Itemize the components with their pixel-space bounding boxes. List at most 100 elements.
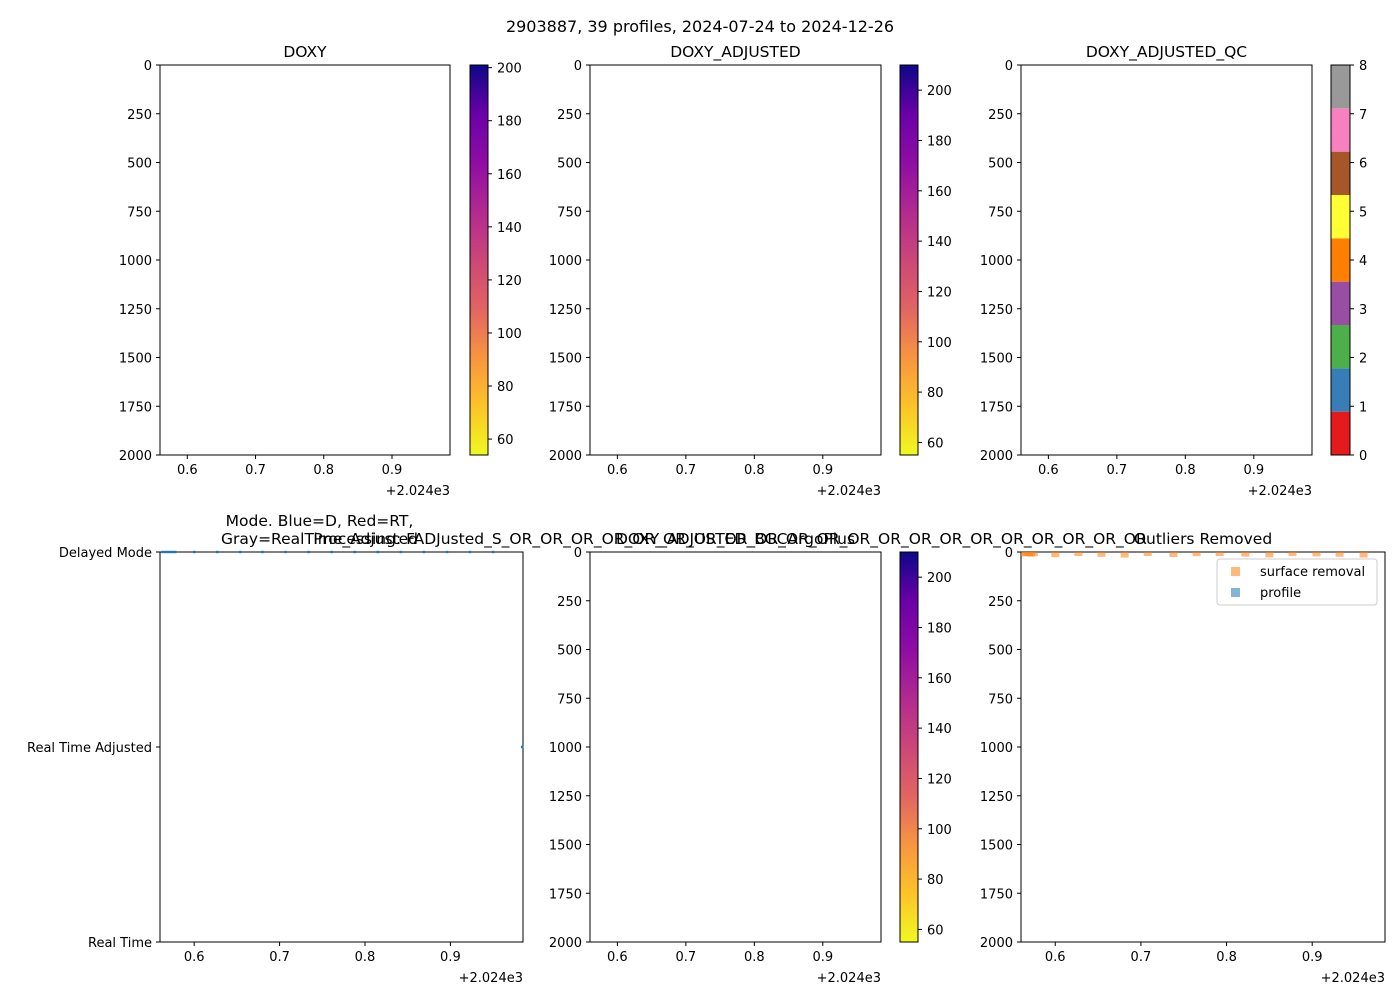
doxy-adjusted-bgcargoplus-title: DOXY_ADJUSTED_BGCArgoPlus: [616, 530, 855, 549]
doxy-adjusted-bgcargoplus-colorbar-tick-label: 60: [927, 923, 944, 938]
mode-point: [216, 550, 219, 554]
doxy-adjusted-qc-y-tick-label: 250: [988, 108, 1013, 123]
doxy-colorbar-gradient: [470, 65, 488, 455]
doxy-adjusted-qc-y-tick-label: 1250: [980, 303, 1013, 318]
doxy-adjusted-y-tick-label: 500: [557, 157, 582, 172]
doxy-adjusted-bgcargoplus-x-tick-label: 0.6: [607, 950, 628, 965]
doxy-adjusted-colorbar-tick-label: 100: [927, 336, 952, 351]
doxy-colorbar-tick-label: 120: [497, 274, 522, 289]
doxy-adjusted-qc-colorbar-swatch: [1331, 411, 1350, 455]
doxy-x-tick-label: 0.7: [245, 463, 266, 478]
doxy-adjusted-qc-colorbar-swatch: [1331, 281, 1350, 325]
outliers-y-tick-label: 1750: [980, 887, 1013, 902]
doxy-y-tick-label: 1250: [119, 303, 152, 318]
mode-point: [171, 550, 175, 554]
doxy-colorbar-tick-label: 100: [497, 327, 522, 342]
outliers-y-tick-label: 750: [988, 692, 1013, 707]
doxy-adjusted-qc-y-tick-label: 1500: [980, 352, 1013, 367]
doxy-adjusted-bgcargoplus-y-tick-label: 1750: [549, 887, 582, 902]
doxy-adjusted-colorbar-frame: [899, 64, 919, 456]
doxy-adjusted-qc-colorbar-swatch: [1331, 195, 1350, 239]
outliers-x-tick-label: 0.8: [1216, 950, 1237, 965]
doxy-adjusted-qc-colorbar-swatch: [1331, 151, 1350, 195]
mode-point: [520, 745, 524, 749]
doxy-x-tick-label: 0.6: [177, 463, 198, 478]
mode-point: [422, 550, 426, 554]
figure-title: 2903887, 39 profiles, 2024-07-24 to 2024…: [506, 17, 894, 36]
doxy-adjusted-bgcargoplus-colorbar-tick-label: 200: [927, 571, 952, 586]
mode-y-tick-label: Delayed Mode: [59, 546, 152, 561]
doxy-colorbar-tick-label: 140: [497, 221, 522, 236]
outlier-point: [1359, 552, 1368, 558]
doxy-adjusted-qc-y-tick-label: 0: [1005, 59, 1013, 74]
outlier-point: [1169, 552, 1178, 557]
doxy-adjusted-qc-y-tick-label: 1000: [980, 254, 1013, 269]
doxy-panel: DOXY 0.6 0.7 0.8 0.9 +2.024e3 0 250 500 750 1000 12…: [119, 43, 522, 499]
doxy-adjusted-y-tick-label: 1000: [549, 254, 582, 269]
doxy-x-tick-label: 0.9: [382, 463, 403, 478]
mode-point: [330, 550, 333, 554]
overlap-title: Processing: FADJusted_S_OR_OR_OR_OR_OR_O…: [313, 530, 1147, 549]
doxy-colorbar-tick-label: 200: [497, 62, 522, 77]
mode-x-tick-label: 0.9: [440, 950, 461, 965]
outliers-y-tick-label: 2000: [980, 936, 1013, 951]
outlier-point: [1051, 552, 1060, 558]
outliers-y-tick-label: 250: [988, 595, 1013, 610]
doxy-adjusted-bgcargoplus-colorbar-frame: [899, 551, 919, 943]
outlier-point: [1335, 552, 1344, 557]
doxy-x-tick-label: 0.8: [313, 463, 334, 478]
outlier-point: [1192, 552, 1201, 557]
mode-panel: Mode. Blue=D, Red=RT,Gray=RealTime_Adjus…: [27, 512, 524, 986]
outlier-point: [1215, 552, 1224, 556]
doxy-adjusted-bgcargoplus-y-tick-label: 1250: [549, 790, 582, 805]
doxy-adjusted-bgcargoplus-plot-area: [589, 551, 882, 943]
legend-marker: [1231, 588, 1240, 597]
outliers-points: [1021, 552, 1368, 558]
mode-point: [192, 550, 196, 554]
doxy-adjusted-bgcargoplus-y-tick-label: 0: [574, 546, 582, 561]
doxy-adjusted-qc-x-offset-label: +2.024e3: [1248, 484, 1312, 499]
doxy-y-tick-label: 2000: [119, 449, 152, 464]
doxy-adjusted-bgcargoplus-y-tick-label: 2000: [549, 936, 582, 951]
outliers-panel: Outliers Removed 0.6 0.7 0.8 0.9 +2.024e3 0 250…: [980, 530, 1386, 986]
doxy-adjusted-bgcargoplus-x-tick-label: 0.8: [744, 950, 765, 965]
doxy-y-tick-label: 500: [127, 157, 152, 172]
doxy-y-tick-label: 1750: [119, 400, 152, 415]
doxy-adjusted-qc-plot-area: [1020, 64, 1313, 456]
doxy-adjusted-bgcargoplus-y-tick-label: 250: [557, 595, 582, 610]
outliers-y-tick-label: 1250: [980, 790, 1013, 805]
doxy-adjusted-qc-colorbar-tick-label: 5: [1359, 205, 1367, 220]
doxy-adjusted-y-tick-label: 750: [557, 205, 582, 220]
doxy-adjusted-qc-y-tick-label: 1750: [980, 400, 1013, 415]
doxy-adjusted-qc-x-tick-label: 0.6: [1038, 463, 1059, 478]
doxy-adjusted-qc-title: DOXY_ADJUSTED_QC: [1086, 43, 1247, 62]
doxy-adjusted-bgcargoplus-y-tick-label: 500: [557, 644, 582, 659]
doxy-adjusted-qc-colorbar-tick-label: 1: [1359, 400, 1367, 415]
outlier-point: [1288, 552, 1297, 556]
outliers-x-tick-label: 0.6: [1045, 950, 1066, 965]
doxy-adjusted-bgcargoplus-colorbar-tick-label: 160: [927, 672, 952, 687]
doxy-adjusted-colorbar-tick-label: 180: [927, 134, 952, 149]
doxy-adjusted-bgcargoplus-y-tick-label: 750: [557, 692, 582, 707]
doxy-colorbar-tick-label: 60: [497, 433, 514, 448]
mode-point: [239, 550, 242, 554]
doxy-adjusted-x-offset-label: +2.024e3: [817, 484, 881, 499]
doxy-adjusted-qc-x-tick-label: 0.9: [1243, 463, 1264, 478]
mode-point: [399, 550, 403, 554]
outliers-title: Outliers Removed: [1134, 530, 1272, 548]
outlier-point: [1143, 552, 1152, 556]
outlier-point: [1265, 552, 1274, 558]
doxy-adjusted-qc-y-tick-label: 500: [988, 157, 1013, 172]
doxy-adjusted-colorbar-tick-label: 80: [927, 386, 944, 401]
mode-point: [166, 550, 169, 554]
doxy-adjusted-qc-colorbar-tick-label: 2: [1359, 352, 1367, 367]
doxy-adjusted-qc-y-tick-label: 750: [988, 205, 1013, 220]
legend-label: profile: [1260, 586, 1301, 601]
doxy-adjusted-y-tick-label: 1250: [549, 303, 582, 318]
doxy-adjusted-y-tick-label: 1500: [549, 352, 582, 367]
outlier-point: [1241, 552, 1250, 557]
doxy-adjusted-colorbar-tick-label: 60: [927, 436, 944, 451]
doxy-adjusted-y-tick-label: 250: [557, 108, 582, 123]
doxy-adjusted-colorbar-tick-label: 200: [927, 84, 952, 99]
mode-point: [163, 550, 167, 554]
